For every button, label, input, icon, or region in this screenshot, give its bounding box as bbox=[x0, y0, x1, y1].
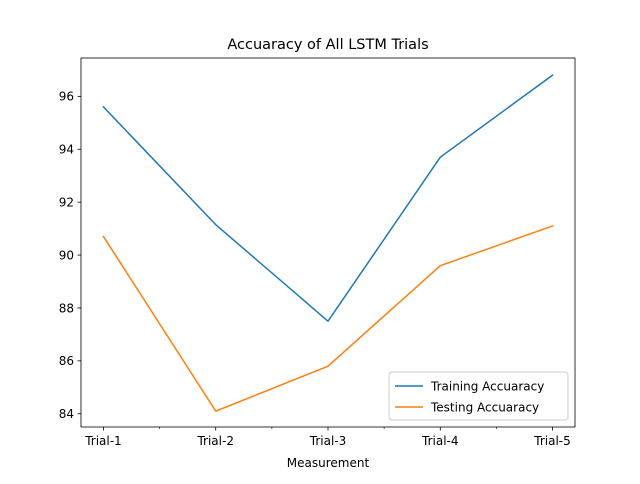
y-tick-label: 90 bbox=[59, 248, 74, 262]
plot-area-frame bbox=[80, 57, 576, 428]
x-axis-label: Measurement bbox=[287, 456, 370, 470]
legend: Training Accuaracy Testing Accuaracy bbox=[388, 371, 569, 421]
x-tick-label: Trial-2 bbox=[196, 434, 234, 448]
series-line-testing bbox=[102, 225, 554, 412]
chart-title: Accuaracy of All LSTM Trials bbox=[227, 37, 428, 53]
y-tick-label: 86 bbox=[59, 354, 74, 368]
x-tick-label: Trial-5 bbox=[533, 434, 571, 448]
y-tick-label: 92 bbox=[59, 195, 74, 209]
legend-box bbox=[388, 371, 569, 421]
series-lines bbox=[102, 74, 554, 412]
series-line-training bbox=[102, 74, 554, 322]
y-tick-label: 84 bbox=[59, 407, 74, 421]
y-tick-label: 94 bbox=[59, 143, 74, 157]
y-tick-label: 96 bbox=[59, 90, 74, 104]
x-axis-ticks: Trial-1 Trial-2 Trial-3 Trial-4 Trial-5 bbox=[84, 427, 571, 448]
y-axis-ticks: 84 86 88 90 92 94 96 bbox=[59, 90, 81, 421]
x-tick-label: Trial-1 bbox=[84, 434, 122, 448]
legend-label-training: Training Accuaracy bbox=[430, 380, 544, 394]
x-tick-label: Trial-3 bbox=[309, 434, 347, 448]
y-tick-label: 88 bbox=[59, 301, 74, 315]
x-tick-label: Trial-4 bbox=[421, 434, 459, 448]
legend-label-testing: Testing Accuaracy bbox=[430, 401, 539, 415]
